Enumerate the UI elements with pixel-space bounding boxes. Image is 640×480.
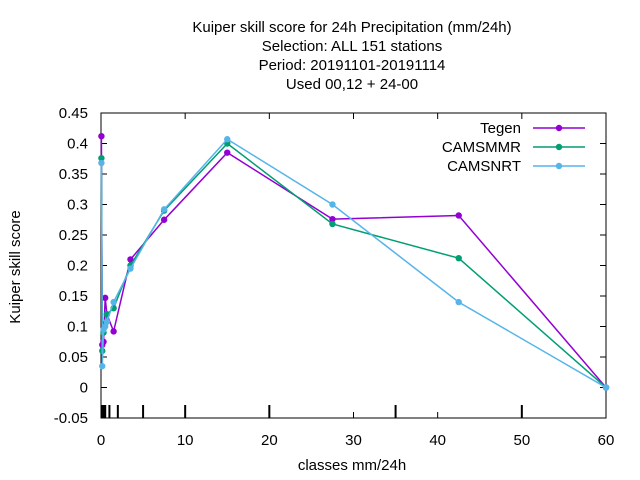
- y-tick-label: 0.35: [59, 166, 88, 183]
- series-line-camsmmr: [100, 142, 607, 389]
- data-point-camsnrt: [102, 323, 109, 330]
- axes: -0.05 0 0.05 0.1 0.15 0.2 0.25 0.3 0.35 0.4 0.45 0 1…: [54, 105, 615, 449]
- data-point-camsnrt: [329, 201, 336, 208]
- x-tick-label: 30: [345, 432, 362, 449]
- legend-marker-camsnrt: [555, 162, 563, 170]
- data-point-camsmmr: [329, 220, 336, 228]
- data-point-camsnrt: [455, 298, 462, 306]
- data-point-tegen: [329, 215, 336, 223]
- x-tick-label: 20: [261, 432, 278, 449]
- y-tick-label: 0.1: [67, 319, 88, 336]
- data-point-tegen: [102, 294, 109, 302]
- legend: Tegen CAMSMMR CAMSNRT: [442, 120, 585, 175]
- data-point-camsnrt: [224, 136, 231, 143]
- data-point-tegen: [110, 328, 117, 335]
- data-point-camsnrt: [103, 318, 111, 325]
- x-tick-label: 60: [598, 432, 615, 449]
- plot-frame: [100, 112, 607, 419]
- data-point-camsnrt: [127, 265, 134, 272]
- data-point-tegen: [455, 212, 462, 219]
- series-layer: [98, 132, 610, 391]
- data-point-camsnrt: [160, 206, 168, 213]
- title-line-1: Kuiper skill score for 24h Precipitation…: [192, 19, 511, 36]
- y-axis-label: Kuiper skill score: [7, 210, 24, 323]
- title-line-4: Used 00,12 + 24-00: [286, 76, 418, 93]
- series-line-camsnrt: [100, 138, 607, 389]
- series-camsmmr: [98, 140, 610, 391]
- legend-label-tegen: Tegen: [480, 120, 521, 137]
- data-point-camsnrt: [99, 362, 106, 370]
- title-line-3: Period: 20191101-20191114: [259, 57, 446, 74]
- y-tick-label: 0.15: [59, 288, 88, 305]
- series-tegen: [98, 132, 610, 391]
- data-point-camsmmr: [98, 154, 105, 162]
- x-tick-label: 50: [513, 432, 530, 449]
- y-tick-label: 0.45: [59, 105, 88, 122]
- y-tick-label: -0.05: [54, 410, 88, 427]
- series-line-tegen: [100, 136, 607, 388]
- x-tick-label: 40: [429, 432, 446, 449]
- x-axis-label: classes mm/24h: [298, 457, 406, 474]
- data-point-camsnrt: [602, 384, 610, 391]
- series-camsnrt: [98, 136, 610, 391]
- title-line-2: Selection: ALL 151 stations: [262, 38, 442, 55]
- y-tick-label: 0.25: [59, 227, 88, 244]
- x-tick-label: 0: [97, 432, 105, 449]
- legend-marker-tegen: [555, 124, 563, 132]
- y-tick-label: 0: [80, 380, 88, 397]
- legend-label-camsnrt: CAMSNRT: [447, 158, 521, 175]
- y-tick-label: 0.3: [67, 197, 88, 214]
- data-point-tegen: [98, 132, 105, 140]
- data-point-tegen: [160, 216, 168, 223]
- x-tick-label: 10: [177, 432, 194, 449]
- y-tick-label: 0.05: [59, 349, 88, 366]
- data-point-tegen: [224, 149, 231, 156]
- data-point-tegen: [127, 256, 134, 263]
- data-point-camsnrt: [110, 298, 117, 306]
- y-tick-label: 0.4: [67, 136, 88, 153]
- chart-title: Kuiper skill score for 24h Precipitation…: [192, 19, 511, 93]
- y-tick-label: 0.2: [67, 258, 88, 275]
- data-point-camsmmr: [455, 254, 462, 262]
- legend-label-camsmmr: CAMSMMR: [442, 139, 521, 156]
- legend-marker-camsmmr: [555, 143, 563, 151]
- data-point-camsnrt: [98, 159, 105, 167]
